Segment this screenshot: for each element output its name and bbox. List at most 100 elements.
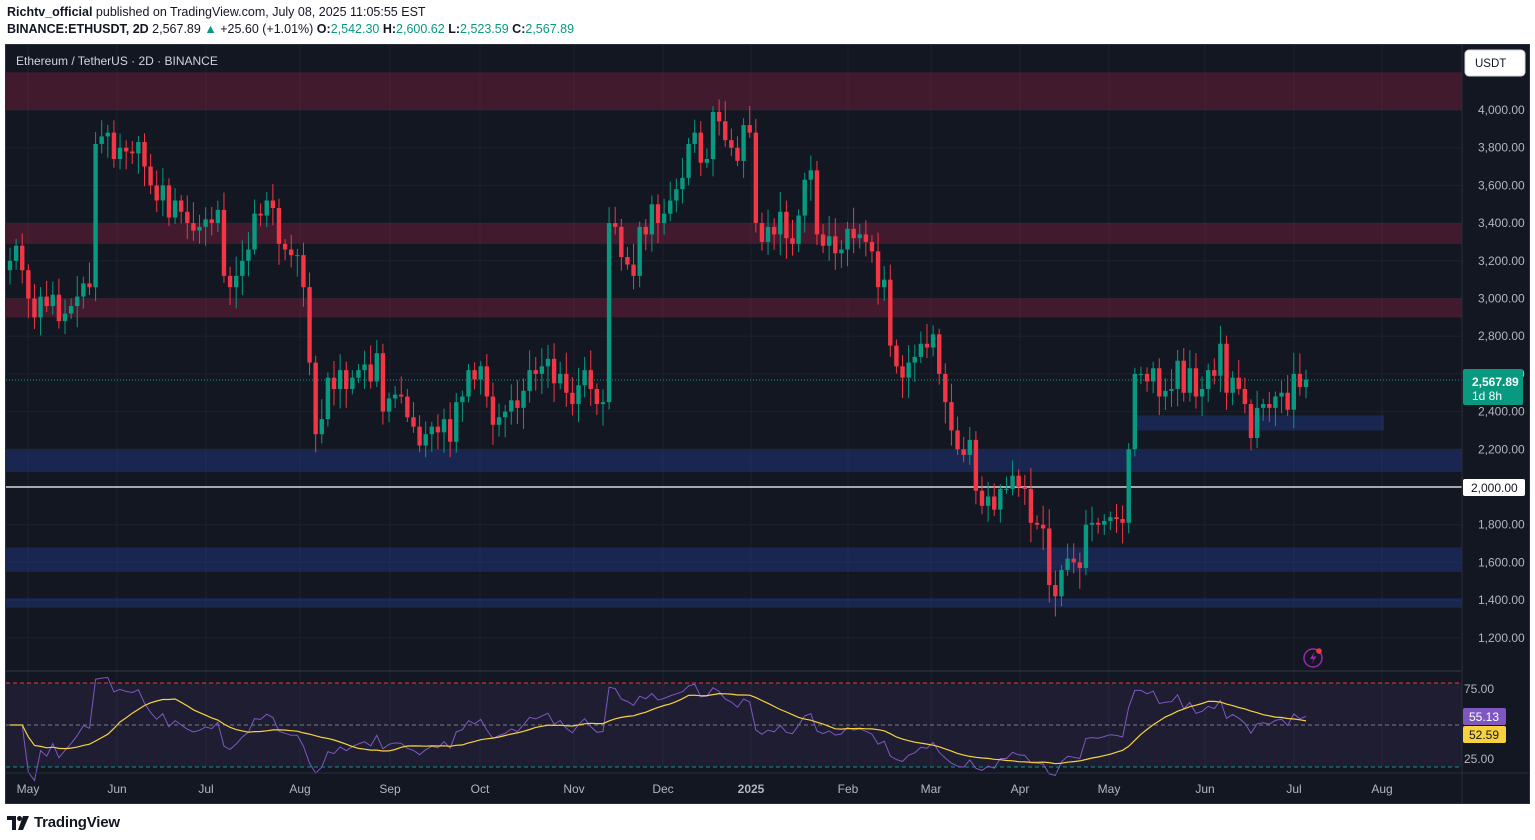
candle	[637, 221, 642, 288]
candle	[325, 372, 331, 427]
ohlc-line: BINANCE:ETHUSDT, 2D 2,567.89 ▲ +25.60 (+…	[7, 22, 574, 36]
candle	[154, 170, 159, 213]
candle	[1291, 352, 1296, 428]
candle	[368, 345, 373, 389]
candle	[961, 436, 966, 463]
candle	[350, 370, 355, 395]
candle	[1297, 353, 1303, 396]
time-tick: Mar	[921, 782, 942, 796]
candle	[1053, 570, 1058, 617]
candle	[515, 380, 520, 425]
candle	[833, 218, 838, 270]
open-label: O:	[316, 22, 331, 36]
tradingview-logo[interactable]: TradingView	[7, 814, 120, 831]
time-tick: Feb	[838, 782, 859, 796]
candle	[435, 414, 441, 450]
time-tick: Aug	[1371, 782, 1392, 796]
low-label: L:	[448, 22, 461, 36]
price-tick: 3,200.00	[1478, 254, 1525, 268]
candle	[790, 219, 795, 256]
candle	[845, 221, 850, 267]
candle	[246, 232, 251, 277]
candle	[44, 280, 49, 313]
time-tick: Jul	[1286, 782, 1301, 796]
candle	[1016, 469, 1021, 497]
candle	[1144, 367, 1150, 392]
price-tick: 1,800.00	[1478, 518, 1525, 532]
candle	[1261, 398, 1266, 421]
time-tick: May	[1098, 782, 1121, 796]
candle	[1187, 350, 1193, 402]
price-tick: 3,000.00	[1478, 292, 1525, 306]
candle	[851, 207, 856, 254]
price-tick: 2,200.00	[1478, 442, 1525, 456]
candle	[796, 209, 801, 253]
candle	[1279, 380, 1284, 414]
candle	[1212, 358, 1217, 385]
rsi-ma-value: 52.59	[1469, 728, 1499, 742]
candle	[1181, 348, 1186, 402]
currency-button[interactable]: USDT	[1464, 49, 1526, 77]
candle	[405, 389, 410, 422]
candle	[600, 389, 606, 426]
publish-line: Richtv_official published on TradingView…	[7, 5, 426, 19]
candle	[282, 239, 288, 261]
candle	[319, 399, 324, 444]
candle	[240, 240, 245, 296]
countdown-label: 1d 8h	[1472, 389, 1502, 403]
candle	[888, 264, 893, 357]
candle	[937, 328, 942, 385]
candle	[619, 218, 624, 271]
candle	[1065, 543, 1070, 576]
candle	[1126, 443, 1131, 534]
symbol-name: BINANCE:ETHUSDT, 2D	[7, 22, 149, 36]
bolt-icon[interactable]	[1303, 648, 1323, 668]
candle	[203, 207, 208, 246]
candle	[111, 120, 117, 168]
candle	[1040, 505, 1046, 551]
candle	[227, 266, 233, 305]
candle	[221, 192, 227, 283]
zone-demand-4	[6, 449, 1462, 472]
candle	[87, 262, 92, 296]
price-tick: 1,400.00	[1478, 593, 1525, 607]
candle	[765, 209, 771, 256]
candle	[191, 202, 196, 241]
candle	[502, 404, 508, 438]
candle	[197, 214, 202, 244]
candle	[943, 363, 948, 424]
time-tick: Jul	[198, 782, 213, 796]
candle	[1157, 358, 1162, 416]
candle	[331, 360, 337, 406]
candle	[1071, 543, 1076, 574]
chart-legend: Ethereum / TetherUS · 2D · BINANCE	[16, 54, 218, 68]
candle	[386, 392, 392, 423]
candle	[955, 416, 960, 455]
author-name[interactable]: Richtv_official	[7, 5, 93, 19]
candle	[985, 481, 991, 522]
candle	[1224, 335, 1229, 410]
candle	[521, 378, 526, 429]
candle	[117, 133, 123, 170]
rsi-axis[interactable]: 75.00 25.00	[1464, 682, 1494, 766]
candle	[655, 194, 661, 244]
price-tick: 3,400.00	[1478, 216, 1525, 230]
chart-canvas[interactable]: Ethereum / TetherUS · 2D · BINANCE 1,200…	[6, 45, 1530, 804]
candlestick-series	[7, 99, 1309, 617]
chart-frame[interactable]: Ethereum / TetherUS · 2D · BINANCE 1,200…	[5, 44, 1530, 804]
candle	[1236, 360, 1241, 395]
candle	[148, 153, 153, 195]
candle	[753, 118, 759, 233]
candle	[759, 212, 765, 251]
candle	[973, 431, 979, 505]
candle	[1059, 564, 1064, 607]
candle	[1047, 509, 1052, 603]
time-axis[interactable]: May Jun Jul Aug Sep Oct Nov Dec 2025 Feb Mar Apr May…	[17, 782, 1393, 796]
candle	[130, 140, 135, 165]
open-value: 2,542.30	[330, 22, 380, 36]
rsi-pane	[6, 670, 1462, 782]
time-tick: Oct	[471, 782, 490, 796]
candle	[778, 192, 783, 256]
candle	[99, 120, 104, 154]
level-tag-value: 2,000.00	[1471, 481, 1518, 495]
